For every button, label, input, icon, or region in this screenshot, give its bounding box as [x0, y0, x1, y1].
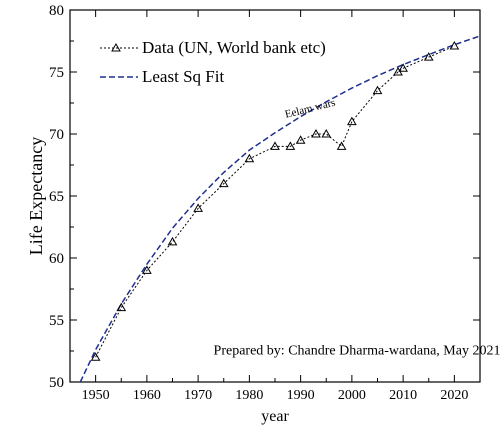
x-tick-label: 2000	[338, 388, 366, 403]
data-point-marker	[270, 141, 280, 150]
data-point-marker	[218, 178, 229, 188]
annotation-eelam-wars: Eelam wars	[284, 97, 337, 121]
data-point-marker	[142, 265, 152, 274]
y-tick-label: 80	[49, 3, 64, 19]
data-point-marker	[116, 302, 127, 312]
data-point-marker	[336, 141, 347, 150]
x-tick-label: 1960	[133, 388, 161, 403]
legend: Data (UN, World bank etc) Least Sq Fit	[100, 38, 326, 86]
data-point-marker	[311, 128, 321, 138]
plot-frame	[69, 9, 481, 383]
x-axis-label: year	[261, 408, 289, 425]
axis-ticks: 1950 1960 1970 1980 1990 2000 2010 2020 50 55 60 65…	[49, 3, 481, 403]
x-tick-label: 1950	[82, 388, 110, 403]
y-tick-label: 65	[49, 189, 64, 205]
x-tick-label: 2010	[389, 388, 417, 403]
x-tick-label: 1980	[235, 388, 263, 403]
x-tick-label: 2020	[440, 388, 468, 403]
data-point-marker	[372, 85, 383, 95]
y-tick-label: 75	[49, 65, 64, 81]
annotation-prepared-by: Prepared by: Chandre Dharma-wardana, May…	[214, 344, 500, 359]
data-point-marker	[167, 236, 178, 246]
y-tick-label: 55	[49, 313, 64, 329]
data-point-marker	[321, 128, 332, 138]
data-point-marker	[285, 141, 296, 150]
y-tick-label: 50	[49, 375, 64, 391]
data-point-marker	[449, 40, 460, 50]
x-tick-label: 1990	[287, 388, 315, 403]
y-axis-label: Life Expectancy	[26, 137, 46, 255]
data-point-marker	[398, 63, 408, 72]
data-point-marker	[347, 116, 357, 126]
y-tick-label: 70	[49, 127, 64, 143]
data-point-marker	[295, 135, 306, 144]
data-point-marker	[244, 153, 255, 163]
series-data-line	[95, 45, 455, 358]
data-point-marker	[193, 203, 203, 212]
series-least-sq-fit-line	[79, 35, 481, 383]
legend-data-label: Data (UN, World bank etc)	[142, 38, 326, 57]
legend-fit-label: Least Sq Fit	[142, 67, 224, 86]
data-point-marker	[423, 52, 434, 61]
y-tick-label: 60	[49, 251, 64, 267]
data-point-marker	[90, 352, 101, 361]
legend-data-marker	[111, 42, 121, 52]
series-layer	[79, 35, 481, 383]
x-tick-label: 1970	[184, 388, 212, 403]
